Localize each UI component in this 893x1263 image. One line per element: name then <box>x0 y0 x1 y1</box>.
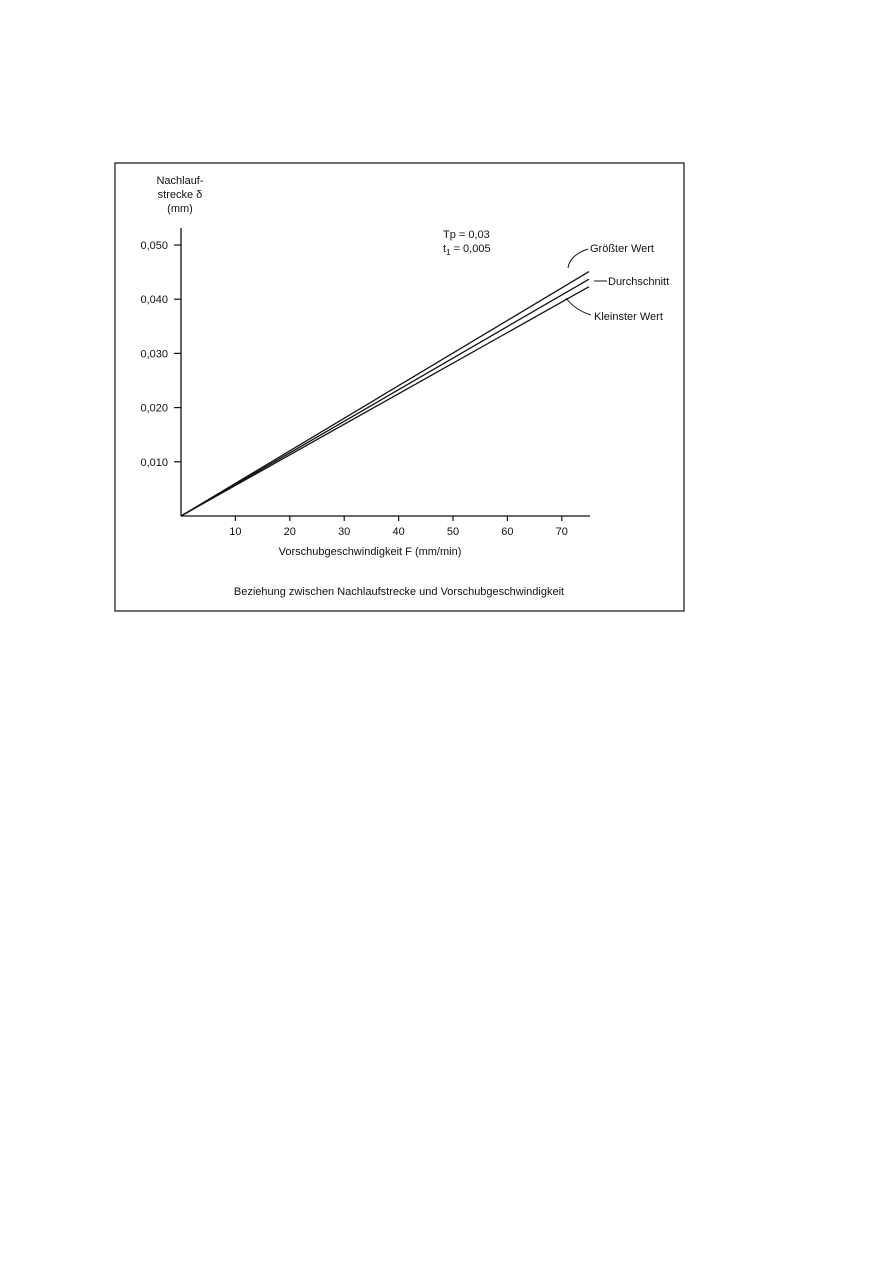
x-tick-label: 70 <box>556 526 568 538</box>
y-tick-label: 0,020 <box>140 403 168 415</box>
series-line-2 <box>180 286 590 517</box>
y-tick-label: 0,030 <box>140 348 168 360</box>
y-tick-label: 0,050 <box>140 240 168 252</box>
annotation-t1: t1 = 0,005 <box>443 243 491 257</box>
x-axis-label: Vorschubgeschwindigkeit F (mm/min) <box>279 546 462 558</box>
y-axis-label-1: Nachlauf- <box>156 175 203 187</box>
y-tick-label: 0,040 <box>140 294 168 306</box>
x-tick-label: 30 <box>338 526 350 538</box>
annotation-t1-prefix: t <box>443 243 446 255</box>
x-tick-label: 10 <box>229 526 241 538</box>
y-axis-label-2: strecke δ <box>158 189 203 201</box>
leader-max <box>567 248 589 269</box>
annotation-t1-sub: 1 <box>446 248 451 257</box>
y-axis-label-3: (mm) <box>167 203 193 215</box>
series-line-0 <box>180 271 590 517</box>
series-line-1 <box>180 278 590 517</box>
chart-frame <box>114 162 685 612</box>
leader-min <box>565 297 592 316</box>
x-tick-label: 40 <box>392 526 404 538</box>
legend-label-avg: Durchschnitt <box>608 276 669 288</box>
chart-caption: Beziehung zwischen Nachlaufstrecke und V… <box>234 586 564 598</box>
x-tick-label: 50 <box>447 526 459 538</box>
annotation-t1-suffix: = 0,005 <box>451 243 491 255</box>
x-tick-label: 60 <box>501 526 513 538</box>
legend-label-min: Kleinster Wert <box>594 311 663 323</box>
x-tick-label: 20 <box>284 526 296 538</box>
annotation-tp: Tp = 0,03 <box>443 229 490 241</box>
legend-label-max: Größter Wert <box>590 243 654 255</box>
y-tick-label: 0,010 <box>140 457 168 469</box>
